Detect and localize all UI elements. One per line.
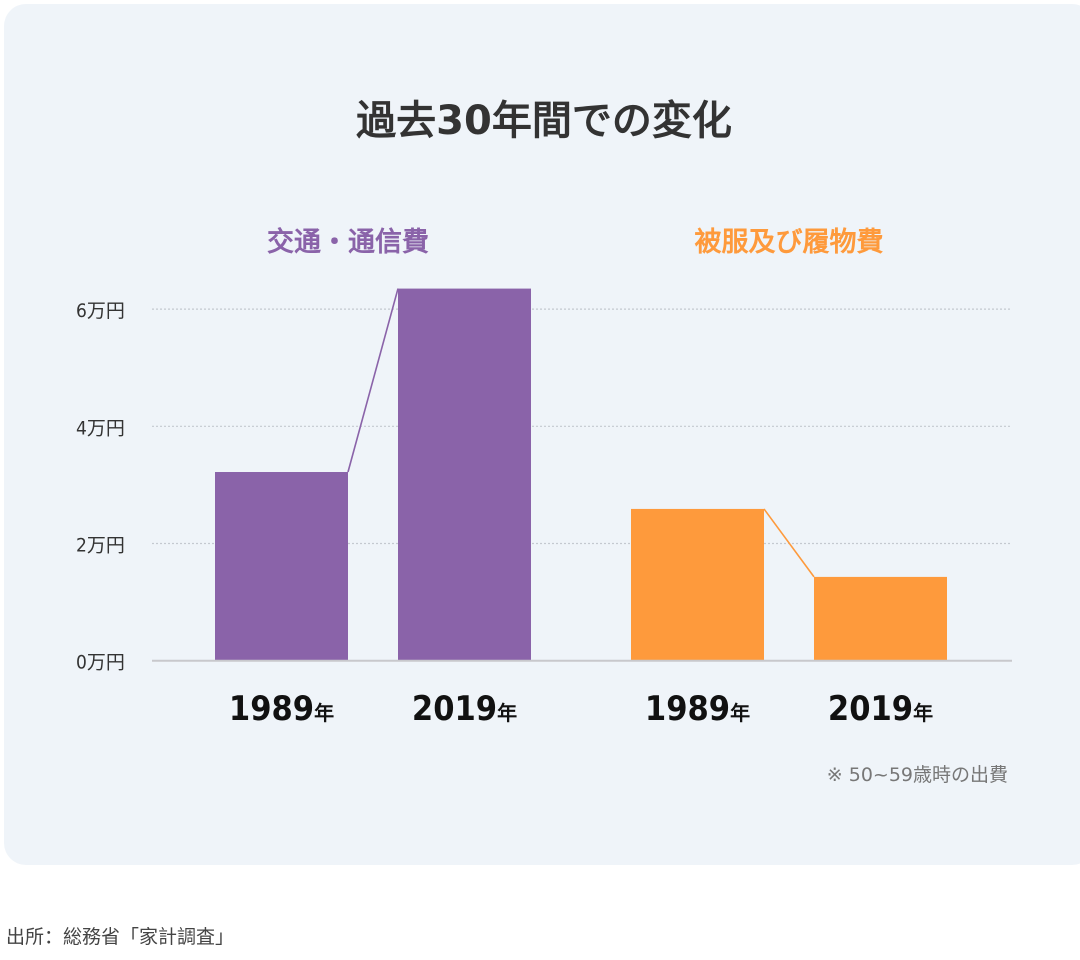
chart-note: ※ 50~59歳時の出費 [826,764,1008,786]
group-label-transport: 交通・通信費 [267,227,429,258]
chart-card [4,4,1080,865]
bar [814,576,947,661]
source-text: 出所：総務省「家計調査」 [6,926,235,948]
x-tick-label: 2019年 [828,689,933,729]
bar [215,472,348,661]
x-tick-label: 2019年 [412,689,517,729]
connector-line [763,508,815,578]
y-tick-label: 6万円 [76,300,125,322]
chart-title: 過去30年間での変化 [356,98,732,144]
group-label-clothing: 被服及び履物費 [694,227,884,258]
x-tick-label: 1989年 [645,689,750,729]
y-tick-label: 4万円 [76,417,125,439]
connector-line [347,288,399,473]
bar [398,288,531,661]
y-tick-label: 2万円 [76,535,125,557]
y-tick-label: 0万円 [76,652,125,674]
x-tick-label: 1989年 [229,689,334,729]
bar [631,508,764,661]
